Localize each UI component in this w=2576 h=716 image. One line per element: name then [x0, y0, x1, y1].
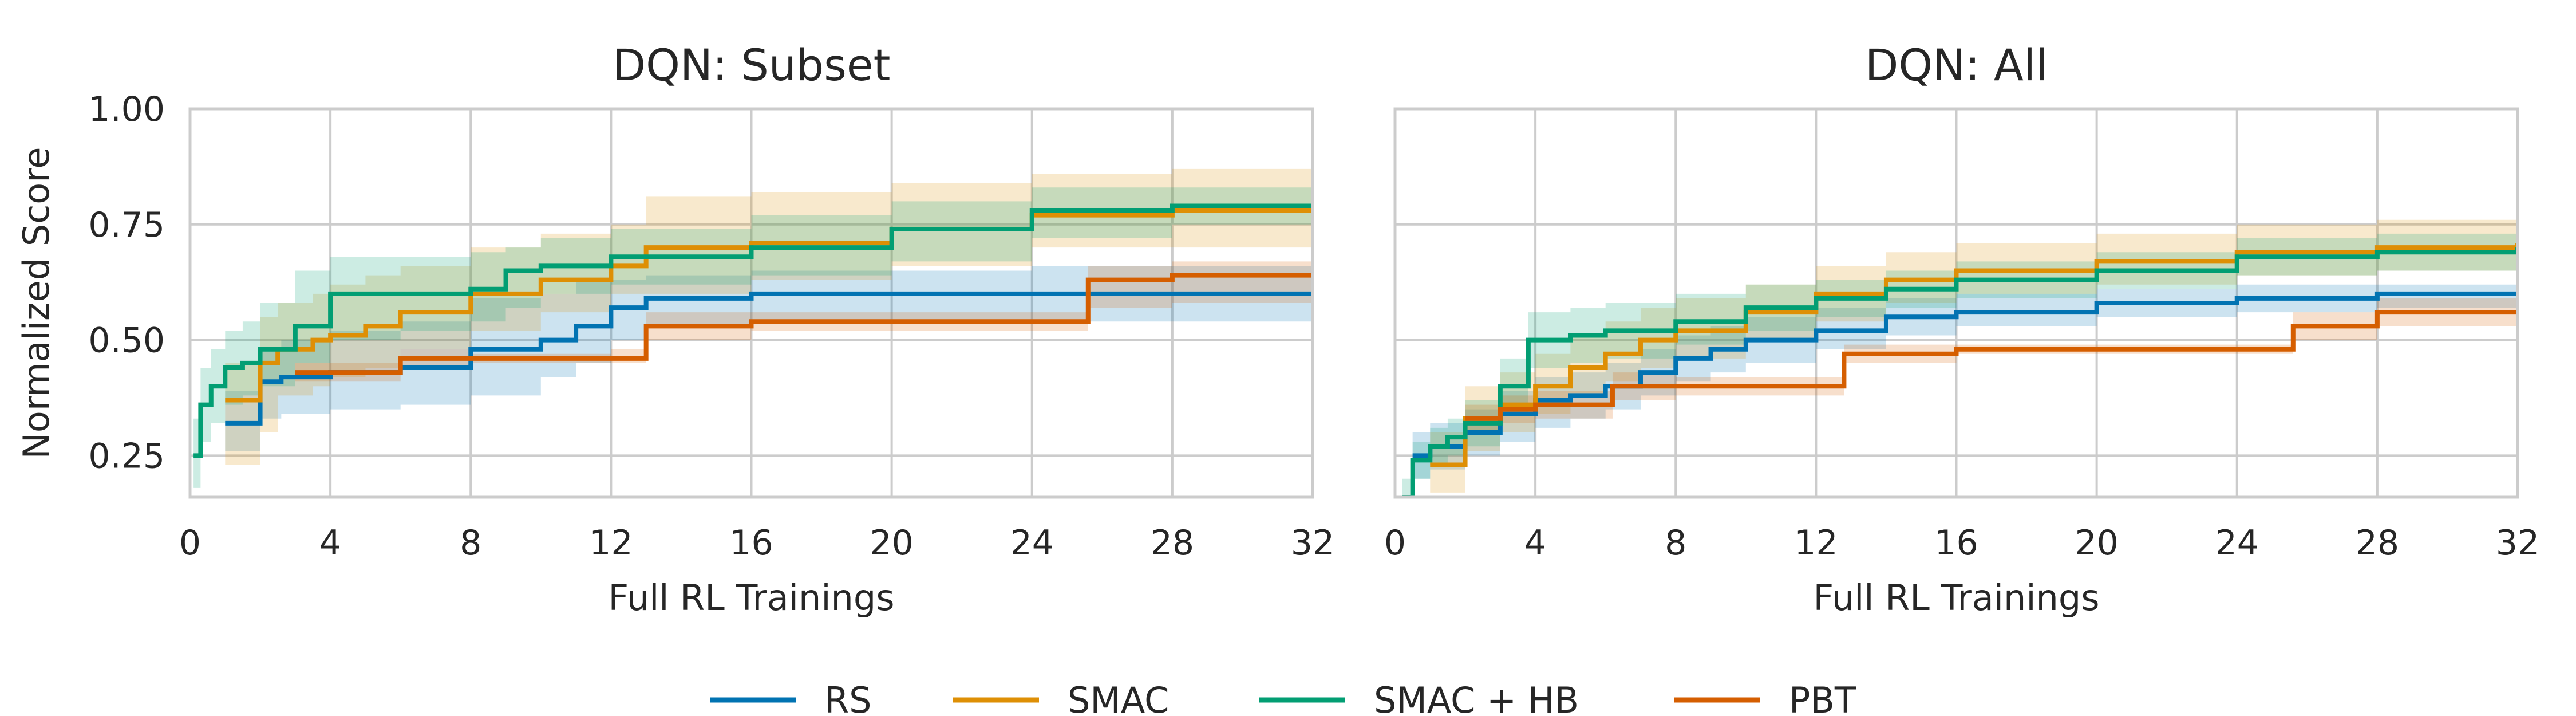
y-axis-label: Normalized Score [15, 147, 57, 459]
x-tick-label: 24 [2215, 523, 2259, 563]
series-line-pbt [1465, 310, 2518, 421]
x-tick-label: 20 [2075, 523, 2118, 563]
legend-item-smac[interactable]: SMAC [953, 679, 1169, 716]
legend-item-rs[interactable]: RS [710, 679, 871, 716]
legend-label: SMAC + HB [1374, 679, 1579, 716]
x-tick-label: 32 [2496, 523, 2539, 563]
x-tick-label: 12 [1794, 523, 1838, 563]
legend: RS SMAC SMAC + HB PBT [710, 679, 1857, 716]
x-tick-label: 32 [1291, 523, 1334, 563]
panel-title: DQN: Subset [613, 40, 891, 91]
x-tick-label: 12 [589, 523, 633, 563]
plot-frame [188, 107, 1314, 499]
x-tick-label: 4 [1524, 523, 1546, 563]
x-tick-label: 24 [1010, 523, 1054, 563]
x-tick-label: 28 [1151, 523, 1194, 563]
y-tick-label: 0.50 [88, 321, 165, 361]
x-tick-label: 16 [1934, 523, 1978, 563]
x-tick-label: 28 [2356, 523, 2399, 563]
x-tick-label: 8 [460, 523, 481, 563]
legend-item-smac-hb[interactable]: SMAC + HB [1259, 679, 1579, 716]
x-tick-label: 16 [729, 523, 773, 563]
x-tick-label: 8 [1665, 523, 1686, 563]
series-line-smac-hb [1402, 247, 2518, 497]
y-tick-label: 0.75 [88, 205, 165, 245]
x-axis-label: Full RL Trainings [609, 577, 895, 619]
plot-frame [1393, 107, 2519, 499]
series-line-pbt [295, 273, 1313, 375]
panel-title: DQN: All [1865, 40, 2048, 91]
confidence-band-rs [225, 266, 1313, 451]
legend-item-pbt[interactable]: PBT [1674, 679, 1857, 716]
panel-dqn-subset: 0 4 8 12 16 20 24 28 32 0.25 0.50 0.75 1.00 DQN: Subs… [15, 40, 1334, 619]
x-tick-label: 4 [319, 523, 341, 563]
x-tick-label: 20 [870, 523, 913, 563]
x-tick-label: 0 [1384, 523, 1406, 563]
legend-label: SMAC [1068, 679, 1169, 716]
series-line-smac-hb [193, 203, 1313, 458]
series-layer [1402, 215, 2518, 497]
confidence-band-smac-hb [193, 183, 1313, 488]
legend-label: PBT [1789, 679, 1857, 716]
y-tick-label: 1.00 [88, 89, 165, 129]
legend-label: RS [824, 679, 871, 716]
series-line-rs [225, 291, 1313, 426]
y-tick-label: 0.25 [88, 436, 165, 476]
panel-dqn-all: 0 4 8 12 16 20 24 28 32 DQN: All Full RL Trainings [1384, 40, 2539, 619]
series-layer [193, 164, 1313, 488]
x-axis-label: Full RL Trainings [1814, 577, 2100, 619]
confidence-band-smac-hb [1402, 229, 2518, 497]
x-tick-label: 0 [179, 523, 201, 563]
confidence-band-rs [1412, 280, 2518, 479]
confidence-band-smac [225, 164, 1313, 465]
